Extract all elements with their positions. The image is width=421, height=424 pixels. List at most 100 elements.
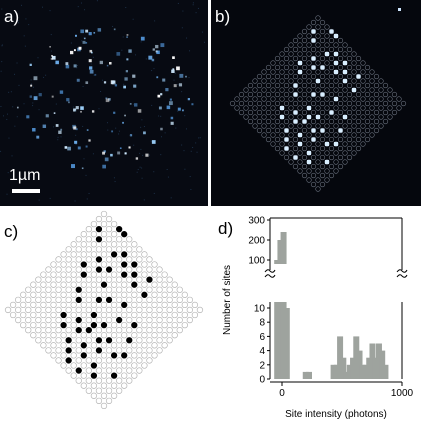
fluorescence-spot [78,46,82,50]
empty-site [55,326,62,334]
occupied-site [80,271,87,278]
lattice-site-outline [274,91,281,98]
lattice-site-outline [342,114,348,120]
fluorescence-spot [38,93,42,97]
lattice-site-outline [252,114,258,120]
lattice-site-outline [256,73,263,80]
noise-pixel [75,144,77,146]
lattice-site-outline [319,73,326,80]
empty-site [55,347,62,354]
empty-site [70,372,77,379]
empty-site [75,266,82,273]
lattice-site-outline [301,46,308,53]
noise-pixel [121,49,123,51]
noise-pixel [80,2,82,4]
bright-site [329,29,334,34]
empty-site [60,291,67,298]
lattice-site-outline [364,100,371,107]
fluorescence-spot [93,31,96,34]
lattice-site-outline [247,82,254,89]
empty-site [95,316,103,324]
histogram-bar [363,364,369,379]
noise-pixel [75,110,77,112]
empty-site [90,392,98,399]
empty-site [156,296,163,303]
bright-site [311,92,316,97]
lattice-site-outline [301,73,308,80]
empty-site [95,367,103,374]
lattice-site-outline [301,136,308,143]
lattice-site-outline [288,60,294,66]
lattice-site-outline [342,96,348,102]
occupied-site [131,281,138,288]
histogram-bar [382,364,389,379]
noise-pixel [189,176,191,178]
noise-pixel [70,42,72,44]
empty-site [136,276,143,283]
bright-site [311,38,316,43]
occupied-site [95,236,103,243]
fluorescence-spot [135,157,139,160]
lattice-site-outline [265,100,272,107]
empty-site [25,286,32,293]
fluorescence-spot [51,55,53,57]
lattice-site-outline [261,87,267,93]
empty-site [156,276,163,283]
empty-site [80,382,87,389]
empty-site [105,316,113,324]
y-tick-label: 100 [248,256,265,267]
fluorescence-spot [162,78,166,82]
lattice-site-outline [355,136,362,143]
empty-site [70,291,77,298]
lattice-site-outline [364,109,371,116]
panel-c-label: c) [4,222,19,241]
lattice-site-outline [283,64,290,71]
lattice-site-outline [283,91,290,98]
empty-site [65,256,72,263]
occupied-site [121,301,128,309]
empty-site [121,291,128,298]
fluorescence-spot [117,151,121,155]
noise-pixel [192,2,194,4]
empty-site [90,332,98,339]
empty-site [100,332,108,339]
fluorescence-image-a [0,0,205,202]
noise-pixel [141,119,143,121]
empty-site [70,321,77,329]
fluorescence-spot [75,106,79,110]
lattice-site-outline [319,28,326,35]
scale-bar [12,189,40,193]
fluorescence-spot [36,135,40,139]
bright-site [311,56,316,61]
empty-site [161,281,168,288]
lattice-site-outline [301,118,308,125]
lattice-site-outline [247,109,254,116]
lattice-site-outline [261,69,267,75]
noise-pixel [143,126,145,128]
bright-site [338,128,343,133]
fluorescence-spot [137,109,142,113]
noise-pixel [177,110,179,112]
empty-site [80,311,87,319]
lattice-site-outline [279,132,285,138]
lattice-site-outline [306,69,312,75]
occupied-site [146,276,153,283]
noise-pixel [37,57,39,59]
lattice-site-outline [229,100,236,107]
lattice-site-outline [315,150,321,156]
lattice-site-outline [346,136,353,143]
empty-site [60,332,67,339]
empty-site [100,372,108,379]
lattice-site-outline [306,132,312,138]
noise-pixel [30,79,32,81]
lattice-site-outline [364,82,371,89]
lattice-site-outline [306,150,312,156]
empty-site [181,291,188,298]
lattice-site-outline [351,78,357,84]
lattice-site-outline [346,91,353,98]
empty-site [25,316,32,324]
noise-pixel [55,103,57,105]
empty-site [45,306,52,314]
lattice-site-outline [360,69,366,75]
lattice-site-outline [252,87,258,93]
